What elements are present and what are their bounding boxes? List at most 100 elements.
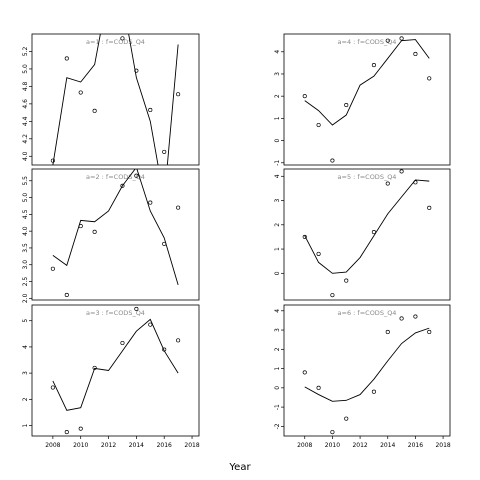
y-tick-label: 4 (274, 50, 281, 54)
y-tick-label: 3.5 (22, 243, 29, 253)
y-tick-label: 3 (274, 72, 281, 76)
x-tick-label: 2010 (325, 442, 340, 449)
data-point (316, 385, 321, 390)
data-point (120, 340, 125, 346)
data-point (302, 370, 307, 375)
fitted-line (304, 179, 430, 274)
data-point (385, 329, 390, 335)
y-tick-label: 5 (22, 319, 29, 323)
panel-title: a=3 : f=CODS_Q4 (86, 309, 145, 317)
x-tick-label: 2016 (408, 442, 423, 449)
y-tick-label: 5.5 (22, 176, 29, 186)
data-point (330, 293, 335, 298)
y-tick-label: 4.0 (22, 151, 29, 161)
x-axis-label: Year (228, 462, 251, 473)
data-point (148, 200, 153, 205)
x-tick-label: 2008 (297, 442, 312, 449)
data-point (330, 158, 335, 163)
data-point (120, 183, 125, 188)
data-point (134, 306, 139, 311)
data-point (371, 230, 376, 235)
x-tick-label: 2010 (73, 442, 88, 449)
y-tick-label: 4.0 (22, 226, 29, 236)
panel-title: a=5 : f=CODS_Q4 (338, 173, 397, 181)
data-point (148, 107, 153, 113)
y-tick-label: 5.0 (22, 193, 29, 203)
panel-6: a=6 : f=CODS_Q4 -2 -1 0 1 2 3 4 2008 2010 2012 2014… (274, 304, 451, 449)
x-tick-label: 2008 (45, 442, 60, 449)
y-tick-label: 4.2 (22, 134, 29, 144)
data-point (134, 68, 139, 73)
data-point (427, 205, 432, 210)
data-point (92, 365, 97, 370)
data-point (162, 241, 167, 246)
data-point (385, 38, 390, 43)
x-tick-label: 2018 (184, 442, 199, 449)
fitted-line (52, 34, 179, 165)
data-point (371, 389, 376, 394)
panel-title: a=6 : f=CODS_Q4 (338, 309, 397, 317)
panel-4: a=5 : f=CODS_Q4 0 1 2 3 4 (274, 168, 451, 301)
data-point (413, 51, 418, 57)
y-tick-label: 4 (274, 309, 281, 313)
data-point (316, 251, 321, 256)
y-tick-label: 1 (274, 247, 281, 251)
data-point (78, 90, 83, 95)
data-point (399, 316, 404, 321)
y-tick-label: 4.6 (22, 99, 29, 109)
data-point (92, 229, 97, 234)
panel-frame (31, 33, 200, 166)
panel-1: a=1 : f=CODS_Q4 4.0 4.2 4.4 4.6 4.8 5.0 5.2 (22, 33, 200, 166)
data-point (413, 180, 418, 185)
data-point (176, 92, 181, 97)
y-tick-label: 0 (274, 386, 281, 390)
data-point (316, 122, 321, 128)
y-tick-label: 0 (274, 271, 281, 275)
data-point (302, 94, 307, 99)
y-tick-label: -1 (274, 160, 281, 166)
panel-title: a=2 : f=CODS_Q4 (86, 173, 145, 181)
y-tick-label: 0 (274, 138, 281, 142)
y-tick-label: 5.2 (22, 47, 29, 57)
fitted-line (52, 169, 179, 286)
data-point (371, 63, 376, 68)
data-point (134, 173, 139, 178)
data-point (427, 329, 432, 335)
x-tick-label: 2018 (435, 442, 450, 449)
y-tick-label: 2 (274, 223, 281, 227)
panel-frame (283, 33, 451, 166)
y-tick-label: 3 (22, 371, 29, 375)
data-point (64, 430, 69, 435)
data-point (413, 314, 418, 319)
data-point (120, 36, 125, 41)
y-tick-label: 4 (274, 174, 281, 178)
data-point (50, 385, 55, 390)
y-tick-label: 2 (22, 397, 29, 401)
panel-grid: a=1 : f=CODS_Q4 4.0 4.2 4.4 4.6 4.8 5.0 5.2 a=4 … (22, 33, 451, 449)
data-point (92, 108, 97, 113)
data-point (50, 266, 55, 271)
data-point (344, 278, 349, 283)
panel-2: a=4 : f=CODS_Q4 -1 0 1 2 3 4 (274, 33, 451, 166)
panel-5: a=3 : f=CODS_Q4 1 2 3 4 5 2008 2010 2012 2014 2016… (22, 304, 200, 449)
y-tick-label: 3.0 (22, 260, 29, 270)
data-point (148, 322, 153, 327)
fitted-line (52, 318, 179, 411)
fitted-line (304, 327, 430, 402)
x-tick-label: 2014 (380, 442, 395, 449)
data-point (427, 76, 432, 81)
y-tick-label: 2 (274, 94, 281, 98)
data-point (385, 181, 390, 186)
y-tick-label: 2 (274, 347, 281, 351)
data-point (302, 234, 307, 239)
data-point (78, 224, 83, 229)
data-point (162, 149, 167, 154)
data-point (399, 36, 404, 41)
y-tick-label: -1 (274, 404, 281, 410)
data-point (78, 426, 83, 431)
data-point (64, 292, 69, 298)
data-point (176, 338, 181, 343)
panel-3: a=2 : f=CODS_Q4 2.0 2.5 3.0 3.5 4.0 4.5 5.0 5.5 (22, 168, 200, 303)
y-tick-label: 3 (274, 198, 281, 202)
